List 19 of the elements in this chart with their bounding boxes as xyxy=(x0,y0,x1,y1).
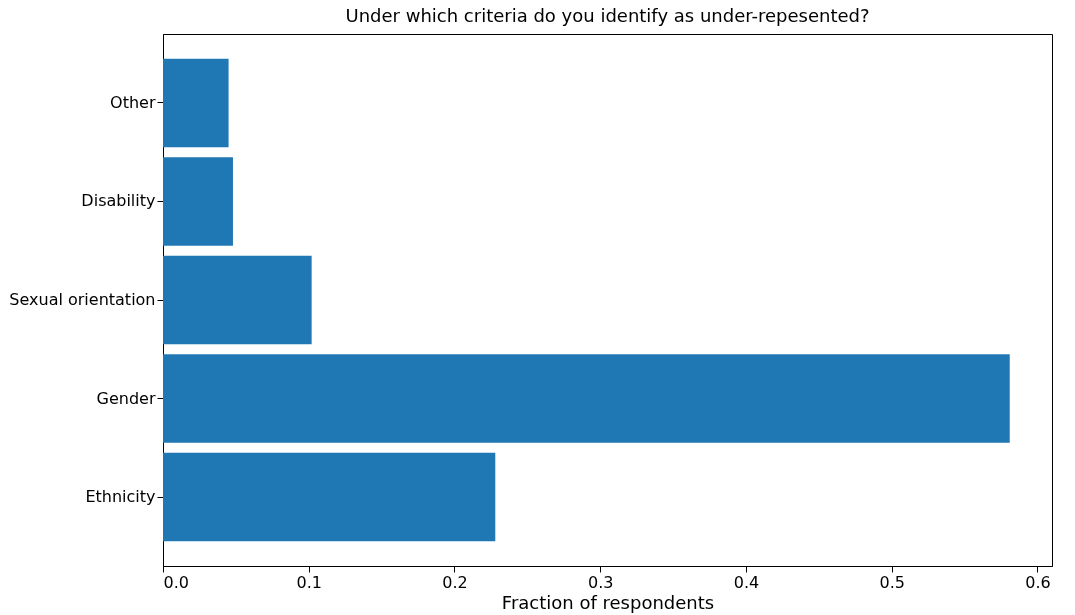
y-tick-label: Sexual orientation xyxy=(9,290,156,309)
bar xyxy=(163,157,233,246)
x-axis-title: Fraction of respondents xyxy=(501,591,715,613)
y-tick-label: Gender xyxy=(96,388,156,408)
x-tick-label: 0.3 xyxy=(587,572,614,592)
bar xyxy=(163,354,1010,443)
y-tick-label: Other xyxy=(110,92,156,112)
x-tick-label: 0.6 xyxy=(1025,572,1051,592)
x-tick-label: 0.1 xyxy=(296,572,322,592)
bar xyxy=(163,58,229,148)
x-tick-label: 0.0 xyxy=(163,572,189,592)
x-tick-label: 0.4 xyxy=(733,572,760,592)
chart-title: Under which criteria do you identify as under-repesented? xyxy=(345,5,870,26)
bar xyxy=(163,255,312,345)
x-tick-label: 0.5 xyxy=(879,572,905,592)
bar xyxy=(163,452,496,542)
y-tick-label: Disability xyxy=(81,191,156,211)
y-tick-label: Ethnicity xyxy=(85,487,156,507)
x-tick-label: 0.2 xyxy=(442,572,468,592)
